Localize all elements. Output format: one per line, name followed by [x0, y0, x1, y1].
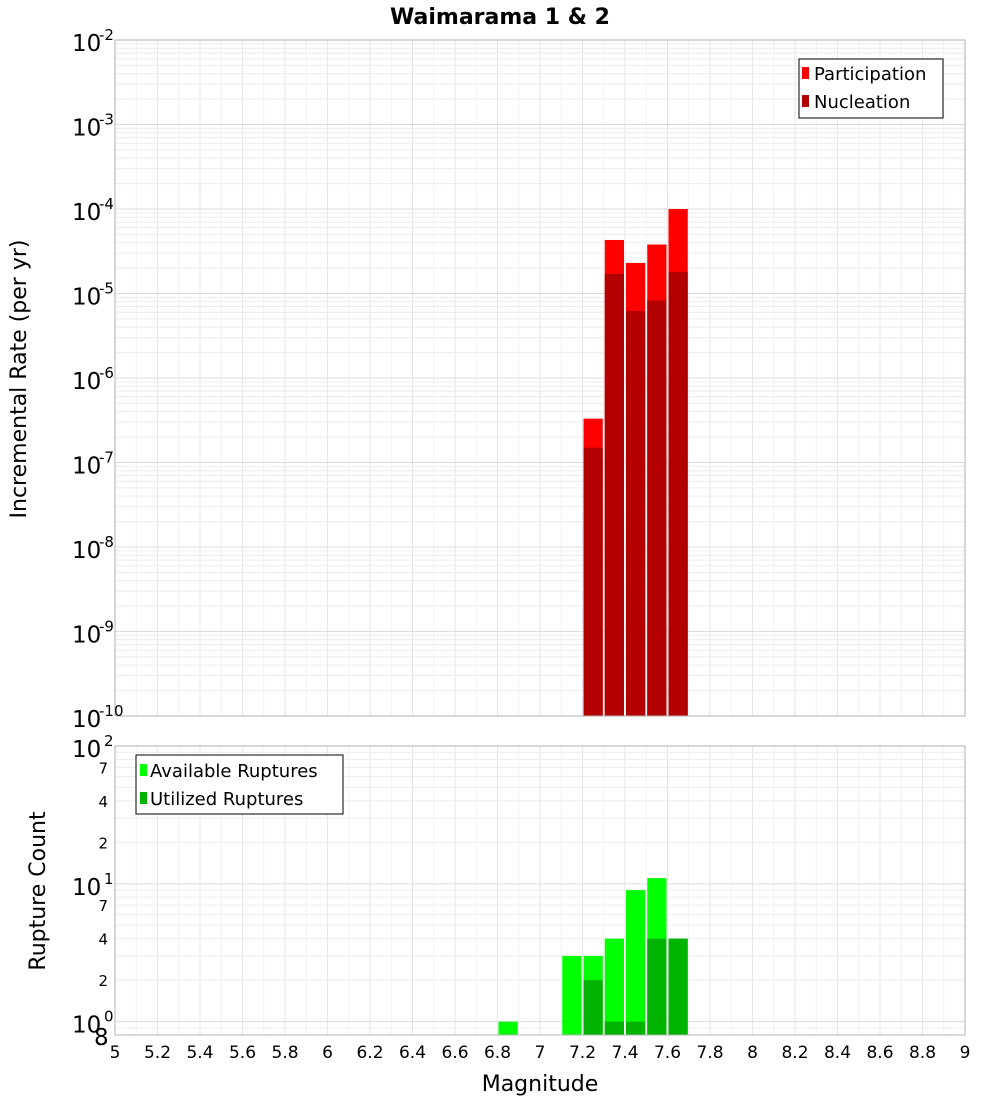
x-tick-label: 8.2	[781, 1043, 808, 1063]
x-tick-label: 6.2	[356, 1043, 383, 1063]
legend-label-utilized: Utilized Ruptures	[150, 789, 303, 810]
bottom-y-tick-label: 10	[72, 875, 101, 901]
top-y-axis-title: Incremental Rate (per yr)	[7, 240, 32, 519]
top-y-tick-exponent: -6	[99, 364, 114, 382]
top-y-tick-label: 10	[72, 31, 101, 57]
top-y-tick-label: 10	[72, 369, 101, 395]
x-tick-label: 7.8	[696, 1043, 723, 1063]
x-tick-label: 7.2	[569, 1043, 596, 1063]
legend-label-available: Available Ruptures	[150, 761, 318, 782]
top-y-tick-label: 10	[72, 285, 101, 311]
bottom-y-tick-exponent: 2	[104, 732, 114, 750]
bar-utilized-ruptures-3	[604, 1021, 624, 1035]
top-y-tick-exponent: -10	[99, 702, 124, 720]
top-y-tick-exponent: -9	[99, 618, 114, 636]
legend-label-participation: Participation	[814, 64, 926, 85]
x-tick-label: 8.6	[866, 1043, 893, 1063]
legend-swatch-nucleation	[802, 95, 809, 107]
top-plot-panel	[114, 39, 966, 717]
x-axis-title: Magnitude	[482, 1072, 599, 1097]
bottom-y-tick-label: 4	[98, 931, 108, 949]
x-tick-label: 7	[535, 1043, 546, 1063]
bottom-legend: Available Ruptures Utilized Ruptures	[135, 754, 344, 815]
bar-utilized-ruptures-2	[583, 980, 603, 1035]
legend-label-nucleation: Nucleation	[814, 92, 910, 113]
bottom-y-tick-label: 2	[98, 834, 108, 852]
bar-nucleation-2	[626, 311, 646, 716]
x-tick-label: 6	[322, 1043, 333, 1063]
x-tick-label: 6.6	[441, 1043, 468, 1063]
top-y-tick-exponent: -7	[99, 449, 114, 467]
bottom-y-tick-label: 4	[98, 793, 108, 811]
top-y-tick-exponent: -2	[99, 26, 114, 44]
bottom-legend-box	[135, 754, 344, 815]
bottom-y-axis-title: Rupture Count	[26, 811, 51, 971]
plot-frame	[114, 39, 966, 717]
bottom-y-tick-label: 10	[72, 737, 101, 763]
bottom-y-tick-label: 8	[94, 1025, 109, 1051]
bar-nucleation-1	[604, 274, 624, 716]
bottom-y-tick-label: 10	[72, 1013, 101, 1039]
top-y-tick-label: 10	[72, 538, 101, 564]
bottom-y-tick-label: 7	[98, 897, 108, 915]
top-legend-box	[798, 58, 944, 119]
top-y-tick-exponent: -4	[99, 195, 114, 213]
top-y-tick-label: 10	[72, 454, 101, 480]
bar-available-ruptures-4	[626, 890, 646, 1035]
x-tick-label: 5.2	[144, 1043, 171, 1063]
x-tick-label: 5.6	[229, 1043, 256, 1063]
legend-swatch-available	[140, 764, 147, 776]
bar-available-ruptures-1	[562, 955, 582, 1035]
x-tick-label: 6.8	[484, 1043, 511, 1063]
bottom-y-tick-exponent: 0	[104, 1008, 114, 1026]
top-y-tick-exponent: -8	[99, 533, 114, 551]
bar-available-ruptures-3	[604, 938, 624, 1035]
bottom-y-tick-label: 2	[98, 972, 108, 990]
x-tick-label: 8	[747, 1043, 758, 1063]
bottom-y-tick-exponent: 1	[104, 870, 114, 888]
x-tick-label: 7.4	[611, 1043, 638, 1063]
x-tick-label: 5.4	[186, 1043, 213, 1063]
top-legend: Participation Nucleation	[798, 58, 944, 119]
x-tick-label: 5.8	[271, 1043, 298, 1063]
top-y-tick-label: 10	[72, 200, 101, 226]
top-y-tick-exponent: -5	[99, 280, 114, 298]
bar-nucleation-0	[583, 447, 603, 716]
x-tick-label: 5	[110, 1043, 121, 1063]
bar-nucleation-4	[668, 271, 688, 716]
legend-swatch-participation	[802, 67, 809, 79]
chart-title: Waimarama 1 & 2	[390, 5, 610, 30]
top-y-tick-label: 10	[72, 707, 101, 733]
plot-frame	[114, 745, 966, 1036]
x-tick-label: 8.8	[909, 1043, 936, 1063]
bar-nucleation-3	[647, 300, 667, 716]
top-y-tick-label: 10	[72, 623, 101, 649]
x-tick-label: 6.4	[399, 1043, 426, 1063]
bar-utilized-ruptures-5	[647, 938, 667, 1035]
bar-available-ruptures-0	[498, 1021, 518, 1035]
bottom-y-tick-label: 7	[98, 759, 108, 777]
bar-utilized-ruptures-6	[668, 938, 688, 1035]
bar-utilized-ruptures-4	[626, 1021, 646, 1035]
x-tick-label: 7.6	[654, 1043, 681, 1063]
x-tick-label: 8.4	[824, 1043, 851, 1063]
x-tick-label: 9	[960, 1043, 971, 1063]
top-y-tick-label: 10	[72, 116, 101, 142]
legend-swatch-utilized	[140, 792, 147, 804]
top-y-tick-exponent: -3	[99, 111, 114, 129]
